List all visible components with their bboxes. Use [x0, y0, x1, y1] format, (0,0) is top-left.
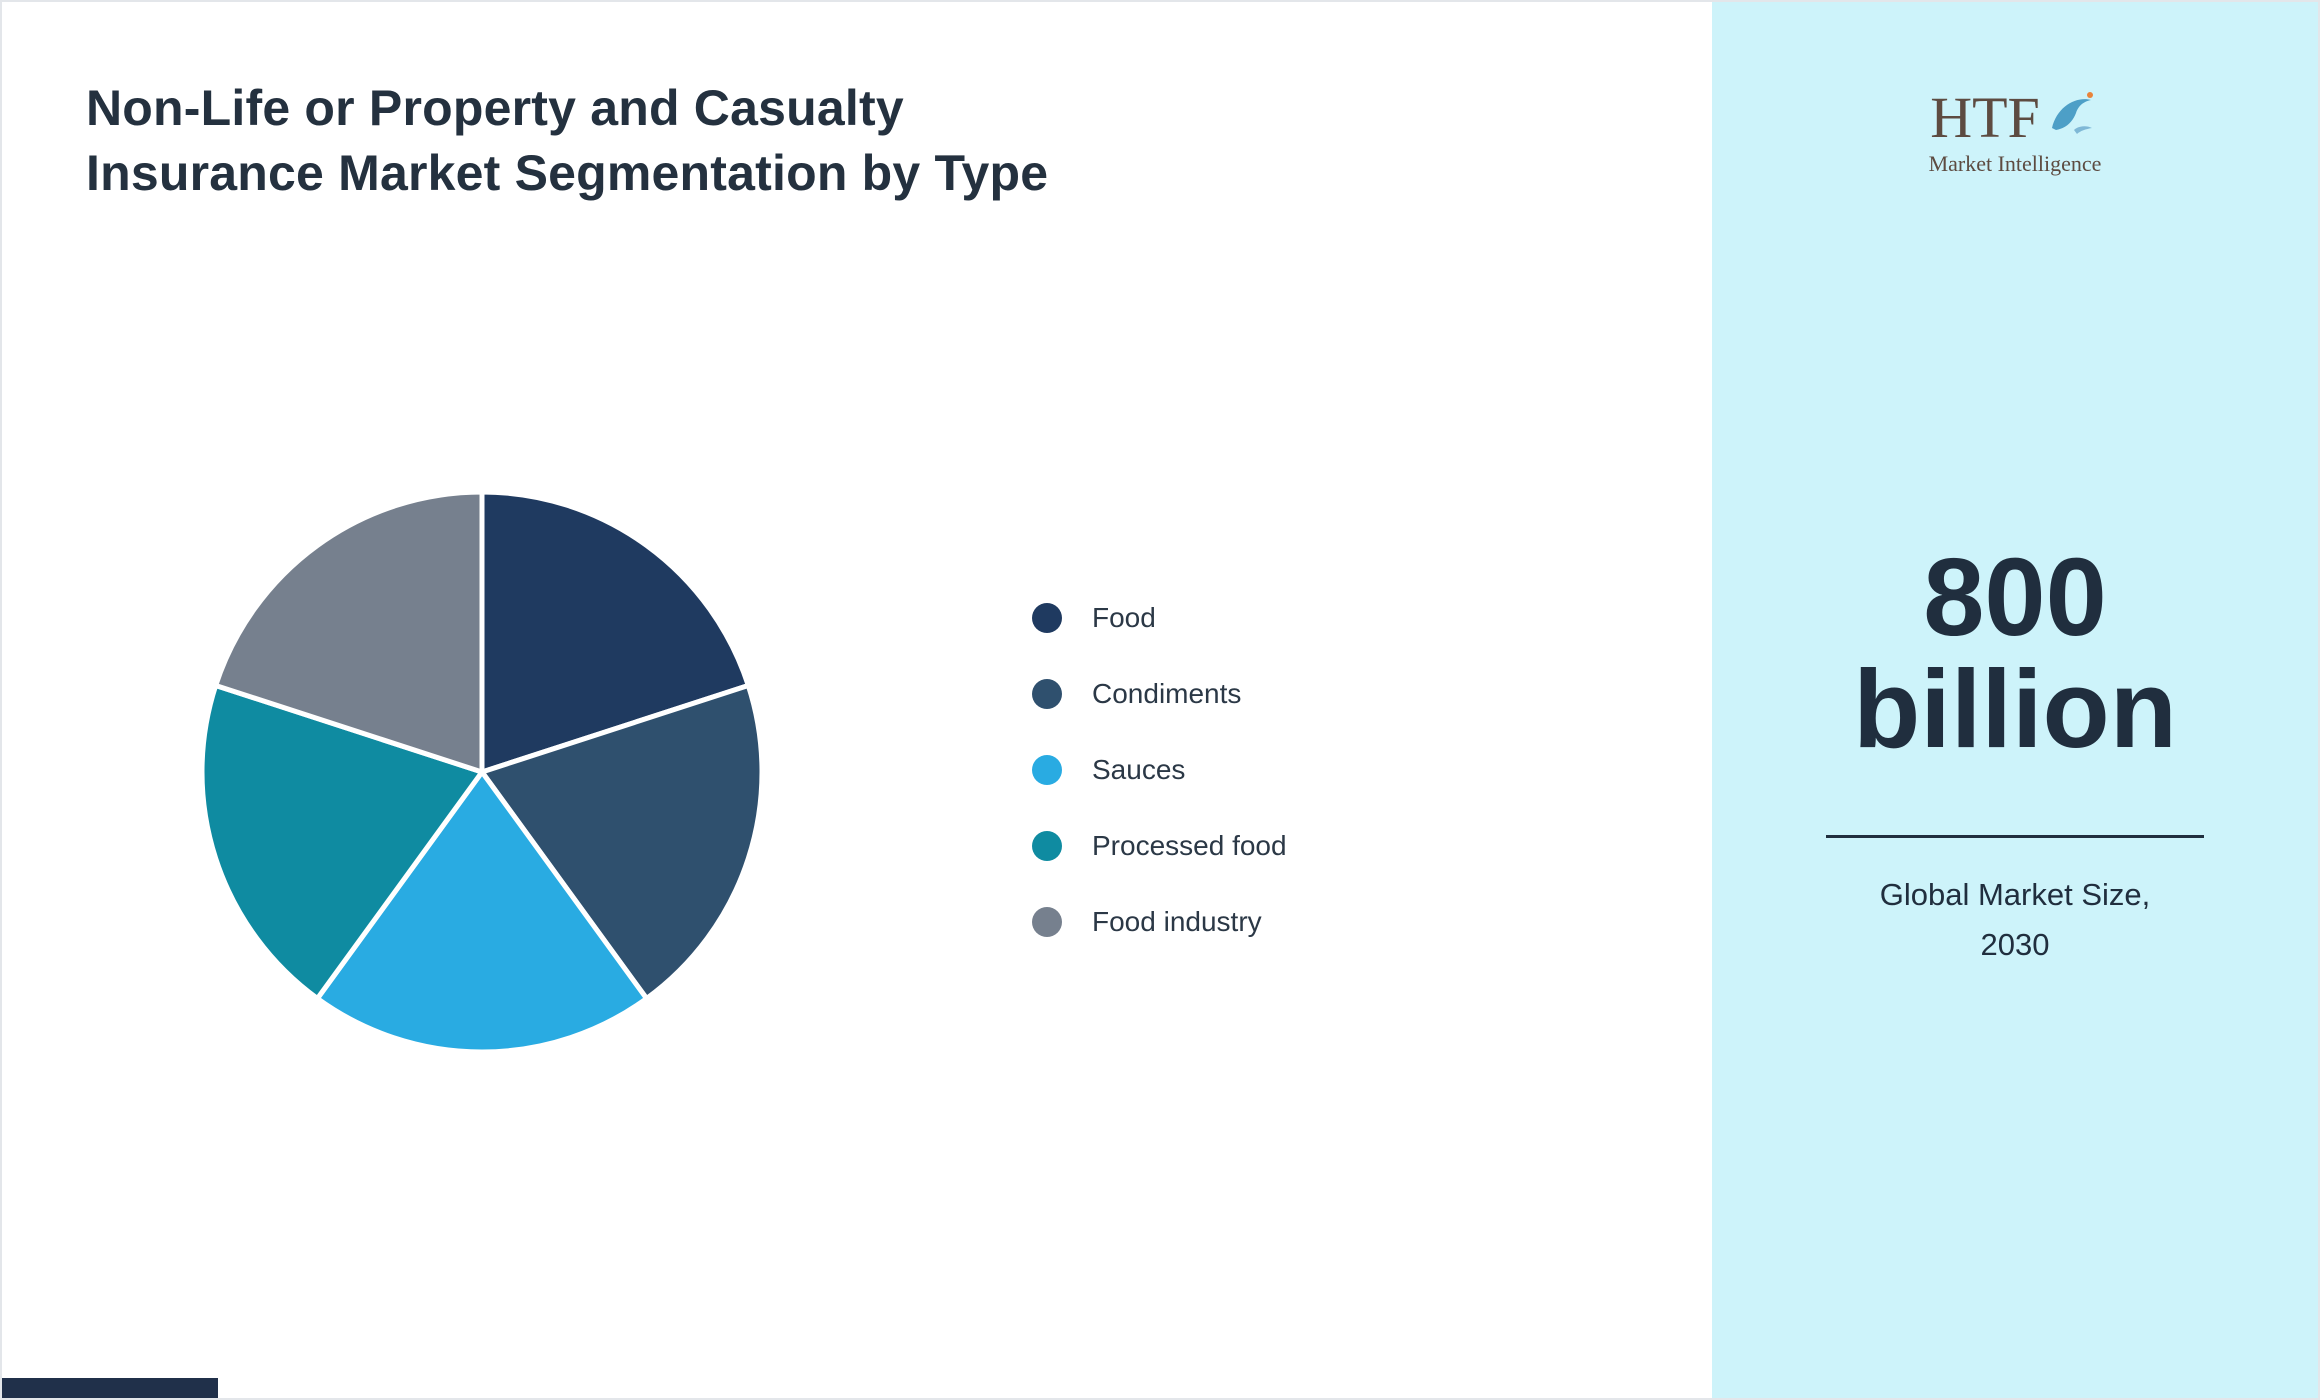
sidebar: HTF Market Intelligence 800 billion Glob… [1712, 2, 2318, 1398]
legend-item: Sauces [1032, 754, 1287, 786]
legend-swatch [1032, 679, 1062, 709]
logo-text: HTF [1930, 85, 2040, 150]
pie-slice-food [479, 489, 751, 775]
legend-swatch [1032, 831, 1062, 861]
legend-swatch [1032, 907, 1062, 937]
footer-accent-bar [2, 1378, 218, 1398]
caption-line-2: 2030 [1980, 926, 2050, 962]
market-size-unit: billion [1853, 648, 2177, 772]
market-size-value: 800 billion [1712, 536, 2318, 772]
legend-label: Processed food [1092, 830, 1287, 861]
pie-slice-sauces [314, 769, 650, 1055]
legend-label: Condiments [1092, 678, 1242, 709]
market-size-caption: Global Market Size, 2030 [1712, 870, 2318, 969]
legend-item: Food industry [1032, 906, 1287, 938]
legend-label: Food [1092, 602, 1156, 633]
chart-title-text: Non-Life or Property and Casualty Insura… [86, 79, 1049, 201]
pie-slice-condiments [479, 682, 765, 1002]
caption-line-1: Global Market Size, [1879, 877, 2151, 912]
pie-slice-processed-food [199, 682, 485, 1002]
legend-item: Food [1032, 602, 1287, 634]
legend-item: Processed food [1032, 830, 1287, 862]
pie-slice-food-industry [213, 489, 485, 775]
logo-row: HTF [1712, 86, 2318, 147]
logo: HTF Market Intelligence [1712, 86, 2318, 177]
divider-line [1826, 835, 2204, 838]
pie-svg [199, 489, 765, 1055]
legend-label: Sauces [1092, 754, 1186, 785]
legend-swatch [1032, 755, 1062, 785]
market-size-number: 800 [1923, 536, 2107, 659]
logo-subtext: Market Intelligence [1928, 151, 2102, 176]
chart-area: Non-Life or Property and Casualty Insura… [2, 2, 1714, 1398]
legend-item: Condiments [1032, 678, 1287, 710]
legend-label: Food industry [1092, 906, 1262, 937]
chart-title: Non-Life or Property and Casualty Insura… [86, 76, 1086, 206]
legend-swatch [1032, 603, 1062, 633]
legend: Food Condiments Sauces Processed food Food i… [1032, 602, 1287, 982]
dolphin-icon [2044, 86, 2100, 147]
pie-chart [182, 472, 782, 1072]
